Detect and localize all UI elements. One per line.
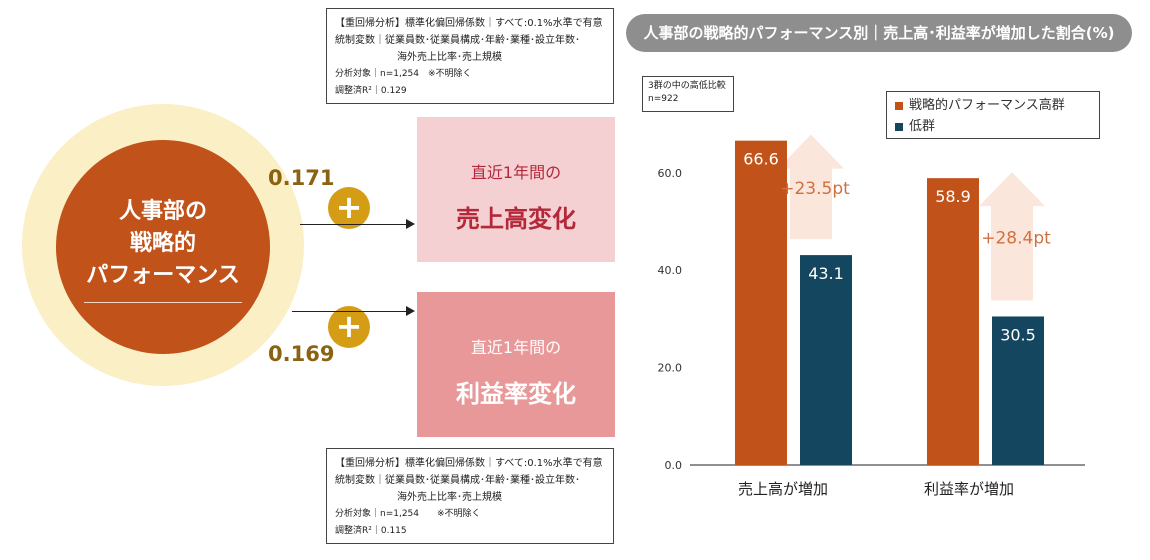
legend-item-low: 低群: [895, 116, 1091, 137]
arrow-head-sales: [406, 219, 415, 229]
x-category-label: 利益率が増加: [924, 480, 1014, 498]
note-top-line1: 【重回帰分析】標準化偏回帰係数｜すべて:0.1%水準で有意: [335, 18, 603, 29]
y-tick-label: 40.0: [658, 264, 683, 277]
coefficient-sales: 0.171: [268, 166, 335, 190]
bar-high: [735, 140, 787, 465]
target-box-sales: 直近1年間の 売上高変化: [417, 117, 615, 262]
target-sales-title: 売上高変化: [456, 205, 576, 233]
arrow-line-sales: [300, 224, 406, 225]
sample-note-line1: 3群の中の高低比較: [648, 81, 726, 91]
sample-note: 3群の中の高低比較 n=922: [642, 76, 734, 112]
arrow-line-profit: [292, 311, 406, 312]
legend-swatch-high: [895, 101, 903, 110]
bar-value-label-high: 66.6: [743, 150, 779, 169]
y-tick-label: 20.0: [658, 362, 683, 375]
circle-label-line2: 戦略的: [129, 231, 196, 256]
bar-high: [927, 178, 979, 466]
note-top-line3: 海外売上比率･売上規模: [397, 52, 502, 63]
note-top-line5: 調整済R²｜0.129: [335, 86, 407, 96]
chart-title: 人事部の戦略的パフォーマンス別｜売上高･利益率が増加した割合(%): [626, 14, 1132, 52]
target-profit-title: 利益率変化: [456, 380, 576, 408]
legend-label-high: 戦略的パフォーマンス高群: [909, 98, 1065, 113]
circle-core: [56, 140, 270, 354]
note-bottom-line2: 統制変数｜従業員数･従業員構成･年齢･業種･設立年数･: [335, 475, 580, 486]
legend-swatch-low: [895, 122, 903, 131]
target-box-profit: 直近1年間の 利益率変化: [417, 292, 615, 437]
regression-note-bottom: 【重回帰分析】標準化偏回帰係数｜すべて:0.1%水準で有意 統制変数｜従業員数･…: [326, 448, 614, 544]
note-top-line2: 統制変数｜従業員数･従業員構成･年齢･業種･設立年数･: [335, 35, 580, 46]
legend-item-high: 戦略的パフォーマンス高群: [895, 95, 1091, 116]
bar-low: [800, 255, 852, 465]
arrow-head-profit: [406, 306, 415, 316]
y-tick-label: 0.0: [665, 459, 683, 472]
bar-value-label-high: 58.9: [935, 187, 971, 206]
y-tick-label: 60.0: [658, 167, 683, 180]
bar-chart: 0.0 20.0 40.0 60.0 66.6 43.1 +23.5pt 売上高が増加 58.9…: [658, 134, 1085, 498]
circle-label: 人事部の 戦略的 パフォーマンス: [56, 196, 270, 292]
difference-label: +23.5pt: [780, 179, 850, 199]
note-bottom-line5: 調整済R²｜0.115: [335, 526, 407, 536]
x-category-label: 売上高が増加: [738, 480, 828, 498]
target-sales-sub: 直近1年間の: [470, 163, 562, 182]
note-top-line4: 分析対象｜n=1,254 ※不明除く: [335, 69, 472, 79]
difference-arrow-icon: [979, 172, 1045, 301]
note-bottom-line1: 【重回帰分析】標準化偏回帰係数｜すべて:0.1%水準で有意: [335, 458, 603, 469]
note-bottom-line3: 海外売上比率･売上規模: [397, 492, 502, 503]
chart-legend: 戦略的パフォーマンス高群 低群: [886, 91, 1100, 139]
bar-low: [992, 316, 1044, 465]
difference-label: +28.4pt: [981, 228, 1051, 248]
note-bottom-line4: 分析対象｜n=1,254 ※不明除く: [335, 509, 481, 519]
coefficient-profit: 0.169: [268, 342, 335, 366]
bar-value-label-low: 30.5: [1000, 325, 1036, 344]
regression-note-top: 【重回帰分析】標準化偏回帰係数｜すべて:0.1%水準で有意 統制変数｜従業員数･…: [326, 8, 614, 104]
circle-label-line3: パフォーマンス: [86, 263, 240, 288]
plus-icon-sales: +: [328, 187, 370, 229]
sample-note-line2: n=922: [648, 94, 679, 104]
circle-label-line1: 人事部の: [118, 199, 207, 224]
bar-value-label-low: 43.1: [808, 264, 844, 283]
legend-label-low: 低群: [909, 119, 936, 134]
target-profit-sub: 直近1年間の: [470, 338, 562, 357]
circle-underline: [84, 302, 242, 303]
plus-icon-profit: +: [328, 306, 370, 348]
difference-arrow-icon: [778, 134, 844, 240]
